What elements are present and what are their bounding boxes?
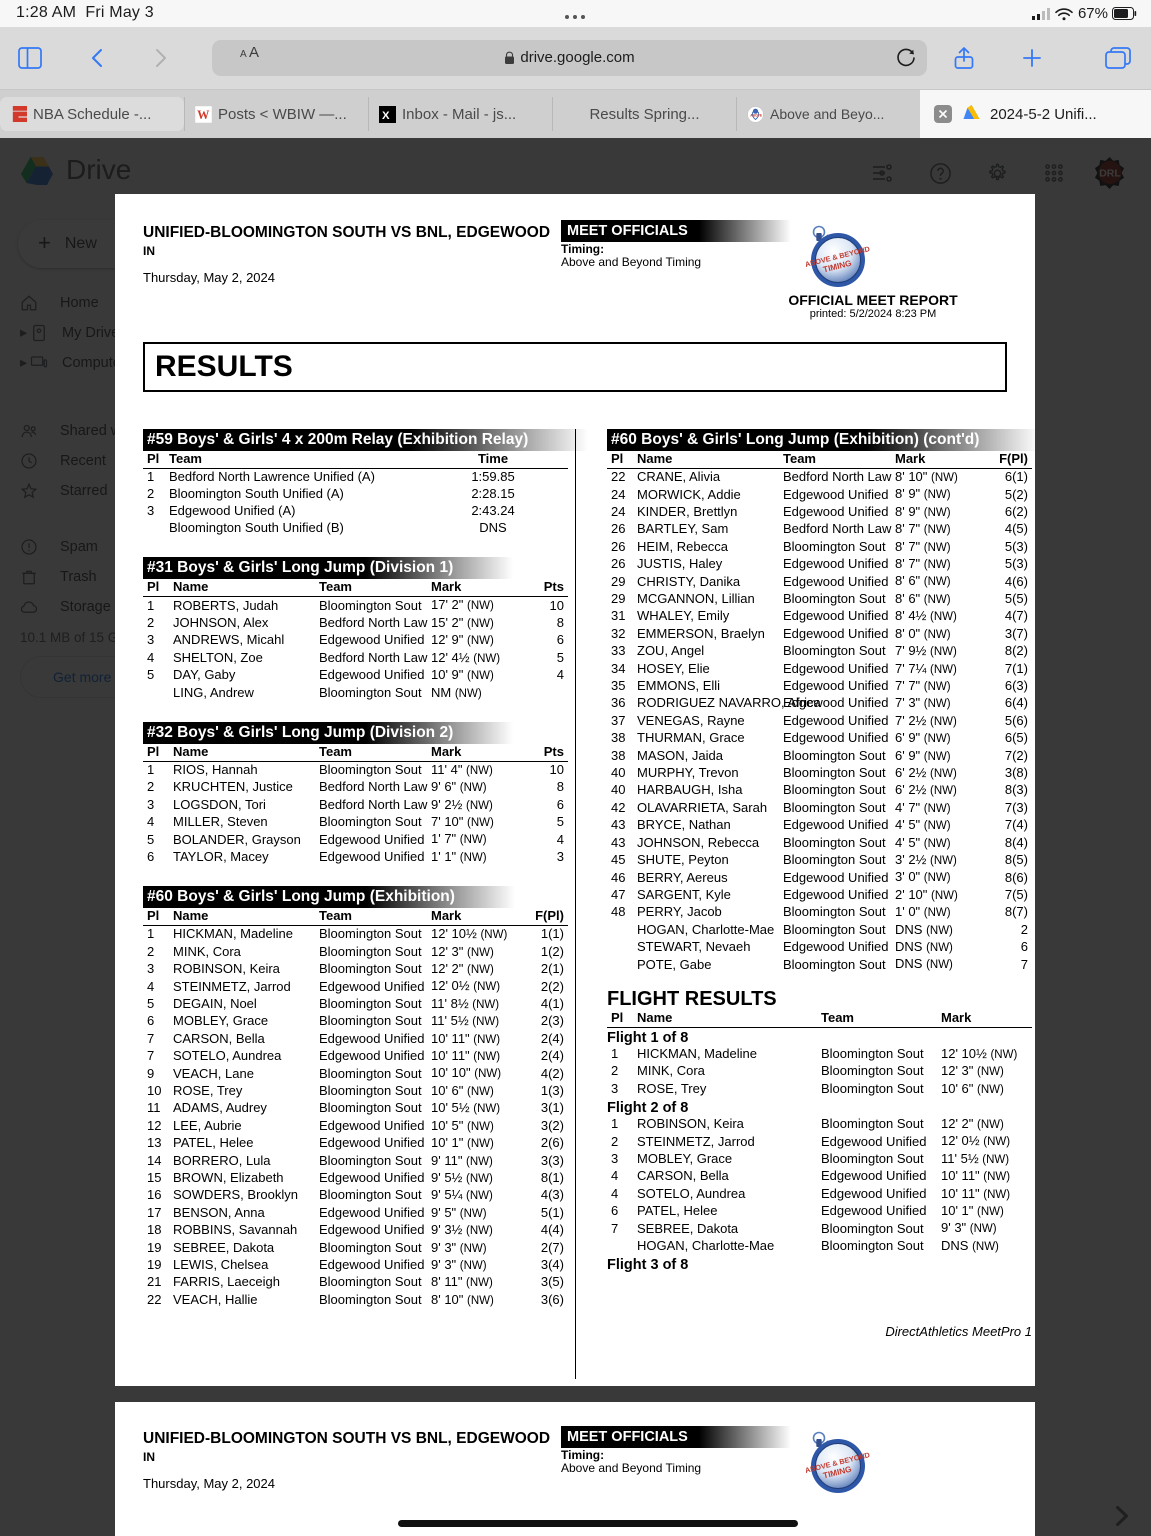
svg-text:X: X [382,110,390,122]
svg-text:ABOVE: ABOVE [750,113,763,117]
svg-text:W: W [197,108,210,122]
